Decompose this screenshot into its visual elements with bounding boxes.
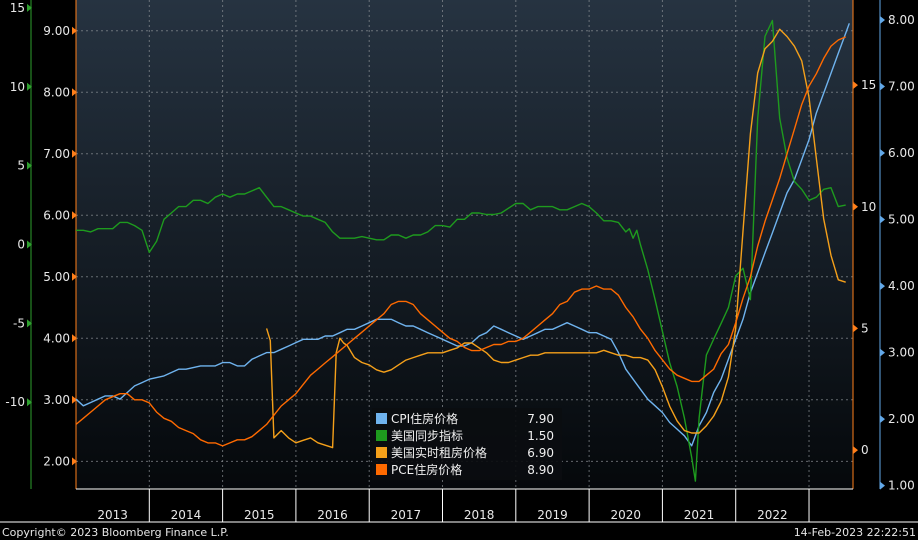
legend-series-name: PCE住房价格 (391, 462, 462, 477)
tick-label: 4.00 (43, 331, 70, 345)
x-tick-label: 2017 (391, 508, 422, 522)
x-tick-label: 2021 (684, 508, 715, 522)
tick-mark (880, 282, 885, 291)
tick-label: 3.00 (43, 393, 70, 407)
legend-box (372, 408, 562, 480)
tick-label: 2.00 (888, 412, 915, 426)
tick-label: 15 (10, 1, 25, 15)
tick-mark (72, 272, 77, 281)
tick-mark (853, 324, 858, 333)
tick-label: 5.00 (888, 213, 915, 227)
tick-label: 7.00 (43, 147, 70, 161)
tick-mark (880, 481, 885, 490)
tick-mark (72, 88, 77, 97)
tick-mark (880, 215, 885, 224)
tick-mark (880, 149, 885, 158)
plot-background (76, 0, 853, 489)
tick-mark (72, 334, 77, 343)
x-tick-label: 2014 (171, 508, 202, 522)
legend-swatch (376, 430, 387, 441)
tick-label: 15 (861, 78, 876, 92)
x-tick-label: 2016 (317, 508, 348, 522)
tick-label: 7.00 (888, 79, 915, 93)
tick-label: 2.00 (43, 454, 70, 468)
legend-series-value: 8.90 (527, 463, 554, 477)
x-tick-label: 2013 (97, 508, 128, 522)
tick-mark (27, 3, 32, 12)
legend-swatch (376, 413, 387, 424)
tick-mark (72, 457, 77, 466)
tick-label: 5 (17, 159, 25, 173)
tick-mark (27, 161, 32, 170)
tick-mark (880, 415, 885, 424)
tick-mark (880, 348, 885, 357)
tick-label: 6.00 (888, 146, 915, 160)
tick-mark (853, 202, 858, 211)
tick-mark (72, 395, 77, 404)
tick-label: 8.00 (888, 13, 915, 27)
timestamp-text: 14-Feb-2023 22:22:51 (793, 526, 916, 539)
x-tick-label: 2022 (757, 508, 788, 522)
tick-label: 8.00 (43, 85, 70, 99)
tick-mark (72, 26, 77, 35)
tick-mark (880, 82, 885, 91)
x-tick-label: 2020 (610, 508, 641, 522)
legend-swatch (376, 464, 387, 475)
tick-mark (27, 82, 32, 91)
tick-label: -5 (13, 316, 25, 330)
tick-label: 10 (861, 200, 876, 214)
x-tick-label: 2018 (464, 508, 495, 522)
x-tick-label: 2019 (537, 508, 568, 522)
tick-label: 3.00 (888, 346, 915, 360)
series-line (76, 19, 846, 482)
tick-label: -10 (5, 395, 25, 409)
legend-series-value: 6.90 (527, 446, 554, 460)
tick-mark (27, 398, 32, 407)
legend-series-value: 1.50 (527, 429, 554, 443)
legend-swatch (376, 447, 387, 458)
tick-label: 6.00 (43, 208, 70, 222)
tick-label: 10 (10, 80, 25, 94)
tick-mark (27, 319, 32, 328)
tick-label: 1.00 (888, 479, 915, 493)
tick-mark (27, 240, 32, 249)
tick-label: 5.00 (43, 270, 70, 284)
legend-series-name: 美国同步指标 (391, 428, 463, 443)
x-tick-label: 2015 (244, 508, 275, 522)
tick-label: 0 (861, 443, 869, 457)
tick-mark (72, 211, 77, 220)
series-line (75, 36, 846, 447)
tick-label: 0 (17, 238, 25, 252)
legend-series-name: 美国实时租房价格 (391, 445, 487, 460)
tick-mark (853, 446, 858, 455)
series-line (75, 23, 850, 447)
tick-label: 5 (861, 321, 869, 335)
tick-mark (880, 15, 885, 24)
tick-label: 9.00 (43, 24, 70, 38)
legend-series-name: CPI住房价格 (391, 411, 458, 426)
copyright-text: Copyright© 2023 Bloomberg Finance L.P. (2, 526, 229, 539)
tick-mark (853, 81, 858, 90)
tick-mark (72, 149, 77, 158)
legend-series-value: 7.90 (527, 412, 554, 426)
tick-label: 4.00 (888, 279, 915, 293)
